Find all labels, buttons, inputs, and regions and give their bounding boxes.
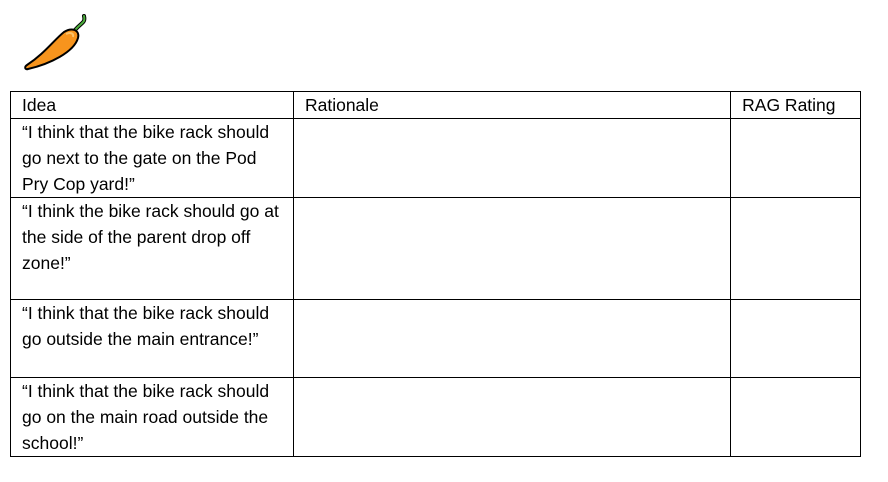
- rationale-cell[interactable]: [292, 118, 732, 198]
- table-row: “I think that the bike rack should go ne…: [10, 118, 861, 198]
- rag-cell[interactable]: [730, 197, 861, 300]
- rationale-cell[interactable]: [292, 299, 732, 378]
- table-header-row: Idea Rationale RAG Rating: [10, 91, 861, 119]
- rationale-cell[interactable]: [292, 377, 732, 457]
- ideas-table: Idea Rationale RAG Rating “I think that …: [10, 91, 861, 457]
- header-idea: Idea: [10, 91, 294, 119]
- table-row: “I think that the bike rack should go on…: [10, 377, 861, 457]
- rationale-cell[interactable]: [292, 197, 732, 300]
- rag-cell[interactable]: [730, 377, 861, 457]
- chili-pepper-icon: [24, 14, 87, 71]
- idea-cell: “I think that the bike rack should go on…: [10, 377, 294, 457]
- table-row: “I think the bike rack should go at the …: [10, 197, 861, 300]
- table-row: “I think that the bike rack should go ou…: [10, 299, 861, 378]
- idea-cell: “I think that the bike rack should go ne…: [10, 118, 294, 198]
- header-rationale: Rationale: [292, 91, 732, 119]
- idea-cell: “I think that the bike rack should go ou…: [10, 299, 294, 378]
- header-rag-rating: RAG Rating: [730, 91, 861, 119]
- rag-cell[interactable]: [730, 118, 861, 198]
- rag-cell[interactable]: [730, 299, 861, 378]
- idea-cell: “I think the bike rack should go at the …: [10, 197, 294, 300]
